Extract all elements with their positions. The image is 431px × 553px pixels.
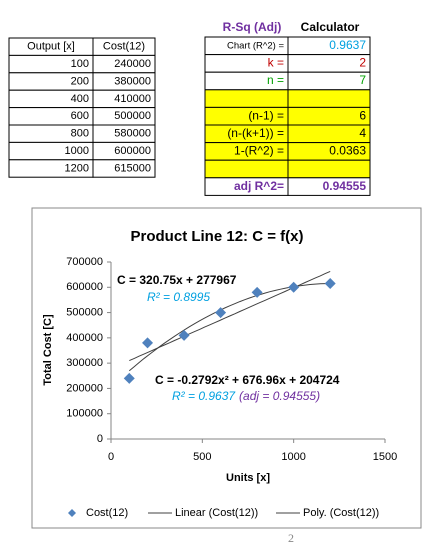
data-point (142, 337, 154, 349)
table-value: 380000 (114, 75, 151, 87)
calc-label: n = (267, 73, 284, 87)
trendline-equation: C = -0.2792x² + 676.96x + 204724 (155, 373, 340, 387)
y-tick-label: 400000 (66, 332, 103, 344)
r2-label: R² = 0.8995 (147, 290, 210, 304)
table-value: 1000 (65, 145, 89, 157)
legend-label: Cost(12) (86, 507, 128, 519)
y-tick-label: 500000 (66, 306, 103, 318)
chart-title: Product Line 12: C = f(x) (131, 228, 304, 245)
trendline-equation: C = 320.75x + 277967 (117, 273, 237, 287)
table-cell (204, 89, 289, 108)
page-number: 2 (288, 531, 294, 545)
table-cell (287, 54, 371, 73)
table-cell (287, 89, 371, 108)
table-cell (287, 159, 371, 179)
calc-label: (n-(k+1)) = (227, 126, 284, 140)
table-cell (92, 159, 156, 178)
y-tick-label: 300000 (66, 357, 103, 369)
table-value: 410000 (114, 93, 151, 105)
table-header: Output [x] (27, 41, 75, 53)
calc-label: Chart (R^2) = (227, 40, 284, 51)
legend-label: Poly. (Cost(12)) (303, 507, 379, 519)
adj-label: (adj = 0.94555) (239, 389, 320, 403)
calc-label: k = (268, 56, 284, 70)
table-value: 615000 (114, 162, 151, 174)
trendline-r2: R² = 0.8995 (147, 290, 210, 304)
legend-marker (68, 509, 76, 517)
table-header: Cost(12) (103, 41, 145, 53)
calc-label: (n-1) = (248, 108, 284, 122)
x-tick-label: 1500 (373, 451, 397, 463)
data-point (123, 372, 135, 384)
x-tick-label: 1000 (281, 451, 305, 463)
table-value: 400 (71, 93, 89, 105)
table-value: 240000 (114, 58, 151, 70)
y-tick-label: 200000 (66, 382, 103, 394)
trendline-r2: R² = 0.9637 (adj = 0.94555) (172, 389, 320, 403)
r2-label: R² = 0.9637 (172, 389, 236, 403)
calc-label: adj R^2= (234, 179, 284, 193)
x-tick-label: 0 (108, 451, 114, 463)
table-value: 600 (71, 110, 89, 122)
table-value: 1200 (65, 162, 89, 174)
table-cell (287, 177, 371, 196)
y-tick-label: 600000 (66, 281, 103, 293)
data-point (288, 281, 300, 293)
table-value: 600000 (114, 145, 151, 157)
table-value: 200 (71, 75, 89, 87)
table-cell (287, 71, 371, 91)
calc-value: 7 (359, 73, 366, 87)
data-point (324, 277, 336, 289)
calc-value: 4 (359, 126, 366, 140)
calc-value: 6 (359, 108, 366, 122)
table-value: 100 (71, 58, 89, 70)
table-value: 500000 (114, 110, 151, 122)
table-header: R-Sq (Adj) (223, 20, 282, 34)
y-tick-label: 0 (97, 433, 103, 445)
chart-frame (31, 207, 422, 529)
table-cell (204, 159, 289, 179)
table-value: 580000 (114, 128, 151, 140)
calc-value: 0.94555 (323, 179, 367, 193)
calc-value: 0.9637 (329, 38, 366, 52)
data-point (178, 329, 190, 341)
x-axis-label: Units [x] (226, 472, 270, 484)
legend-label: Linear (Cost(12)) (175, 507, 258, 519)
x-tick-label: 500 (193, 451, 211, 463)
data-point (215, 307, 227, 319)
table-value: 800 (71, 128, 89, 140)
data-point (251, 286, 263, 298)
table-header: Calculator (301, 20, 360, 34)
calc-label: 1-(R^2) = (234, 144, 284, 158)
y-tick-label: 700000 (66, 256, 103, 268)
table-cell (287, 124, 371, 144)
table-cell (287, 106, 371, 126)
y-tick-label: 100000 (66, 408, 103, 420)
calc-value: 2 (359, 56, 366, 70)
y-axis-label: Total Cost [C] (42, 314, 54, 386)
calc-value: 0.0363 (329, 144, 366, 158)
